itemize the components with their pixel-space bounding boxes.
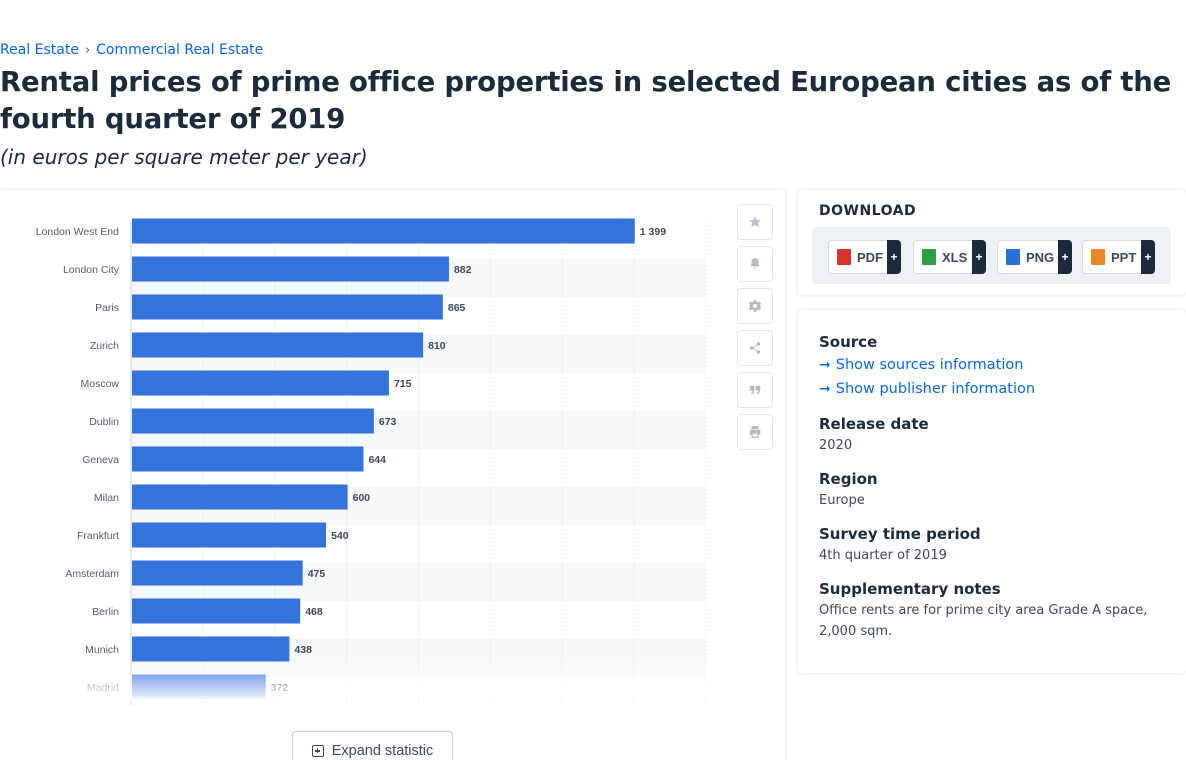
download-ppt-button[interactable]: PPT + <box>1082 240 1155 274</box>
data-label: 475 <box>308 568 326 580</box>
breadcrumb-real-estate[interactable]: Real Estate <box>0 42 79 58</box>
expand-statistic-label: Expand statistic <box>331 743 434 759</box>
show-sources-label: Show sources information <box>835 357 1024 373</box>
data-label: 644 <box>368 454 386 466</box>
supplementary-notes-heading: Supplementary notes <box>819 580 1001 598</box>
chart-fade-overlay <box>0 660 720 700</box>
download-pdf-button[interactable]: PDF + <box>828 240 901 274</box>
data-label: 438 <box>294 644 312 656</box>
star-icon <box>749 216 761 228</box>
show-publisher-label: Show publisher information <box>835 381 1036 397</box>
bar[interactable] <box>132 408 374 434</box>
region-value: Europe <box>819 493 865 508</box>
survey-period-heading: Survey time period <box>819 525 981 543</box>
expand-icon <box>311 745 324 757</box>
data-label: 882 <box>454 264 472 276</box>
data-label: 540 <box>331 530 349 542</box>
notification-button[interactable] <box>737 246 773 282</box>
category-label: Berlin <box>92 606 119 618</box>
share-button[interactable] <box>737 330 773 366</box>
category-label: London City <box>63 264 120 276</box>
download-xls-label: XLS <box>942 249 968 265</box>
chart-card: London West End 1 399 London City 882 Paris 8… <box>0 190 785 760</box>
data-label: 810 <box>428 340 446 352</box>
data-label: 600 <box>353 492 371 504</box>
download-ppt-label: PPT <box>1111 249 1137 265</box>
breadcrumb-separator: › <box>84 42 91 58</box>
ppt-file-icon <box>1091 249 1105 265</box>
arrow-right-icon: ➞ <box>819 357 831 373</box>
bell-icon <box>750 258 760 269</box>
category-label: Frankfurt <box>77 530 119 542</box>
bar[interactable] <box>132 522 327 548</box>
download-title: DOWNLOAD <box>819 203 917 219</box>
download-xls-plus[interactable]: + <box>972 240 986 274</box>
category-label: Paris <box>95 302 119 314</box>
bar[interactable] <box>132 636 290 662</box>
show-sources-link[interactable]: ➞ Show sources information <box>819 357 1023 373</box>
data-label: 715 <box>394 378 412 390</box>
breadcrumb: Real Estate › Commercial Real Estate <box>0 42 263 58</box>
release-date-heading: Release date <box>819 415 929 433</box>
print-button[interactable] <box>737 414 773 450</box>
download-xls-button[interactable]: XLS + <box>913 240 986 274</box>
category-label: Milan <box>94 492 119 504</box>
category-label: London West End <box>36 226 119 238</box>
category-label: Moscow <box>80 378 119 390</box>
category-label: Dublin <box>89 416 119 428</box>
category-label: Zurich <box>90 340 119 352</box>
supplementary-notes-value: Office rents are for prime city area Gra… <box>819 603 1148 639</box>
share-icon <box>749 342 761 354</box>
bar[interactable] <box>132 218 635 244</box>
download-bar: PDF + XLS + PNG + PPT + <box>812 227 1171 284</box>
xls-file-icon <box>922 249 936 265</box>
print-icon <box>749 426 761 438</box>
bar[interactable] <box>132 294 443 320</box>
arrow-right-icon: ➞ <box>819 381 831 397</box>
expand-statistic-button[interactable]: Expand statistic <box>292 731 453 760</box>
breadcrumb-commercial-real-estate[interactable]: Commercial Real Estate <box>96 42 264 58</box>
info-card: Source ➞ Show sources information ➞ Show… <box>798 310 1186 673</box>
release-date-value: 2020 <box>819 438 853 453</box>
download-ppt-plus[interactable]: + <box>1141 240 1155 274</box>
survey-period-value: 4th quarter of 2019 <box>819 548 947 563</box>
bar[interactable] <box>132 370 389 396</box>
show-publisher-link[interactable]: ➞ Show publisher information <box>819 381 1035 397</box>
bar[interactable] <box>132 560 303 586</box>
download-png-label: PNG <box>1026 249 1055 265</box>
data-label: 1 399 <box>640 226 666 238</box>
download-pdf-label: PDF <box>857 249 883 265</box>
chart-toolbar <box>737 204 773 450</box>
gear-icon <box>748 300 762 312</box>
pdf-file-icon <box>837 249 851 265</box>
data-label: 468 <box>305 606 323 618</box>
bar[interactable] <box>132 484 348 510</box>
category-label: Amsterdam <box>65 568 119 580</box>
bar[interactable] <box>132 256 449 282</box>
page-title: Rental prices of prime office properties… <box>0 66 1172 135</box>
category-label: Munich <box>85 644 119 656</box>
settings-button[interactable] <box>737 288 773 324</box>
quote-icon <box>749 385 761 395</box>
data-label: 865 <box>448 302 466 314</box>
data-label: 673 <box>379 416 397 428</box>
download-png-plus[interactable]: + <box>1058 240 1072 274</box>
region-heading: Region <box>819 470 878 488</box>
cite-button[interactable] <box>737 372 773 408</box>
bar[interactable] <box>132 598 301 624</box>
png-file-icon <box>1006 249 1020 265</box>
bar-chart: London West End 1 399 London City 882 Paris 8… <box>36 218 707 705</box>
download-card: DOWNLOAD PDF + XLS + PNG + PPT + <box>798 190 1186 295</box>
page-subtitle: (in euros per square meter per year) <box>0 145 368 169</box>
favorite-button[interactable] <box>737 204 773 240</box>
bar[interactable] <box>132 446 364 472</box>
source-heading: Source <box>819 333 878 351</box>
bar[interactable] <box>132 332 424 358</box>
download-png-button[interactable]: PNG + <box>997 240 1072 274</box>
download-pdf-plus[interactable]: + <box>887 240 901 274</box>
category-label: Geneva <box>82 454 119 466</box>
